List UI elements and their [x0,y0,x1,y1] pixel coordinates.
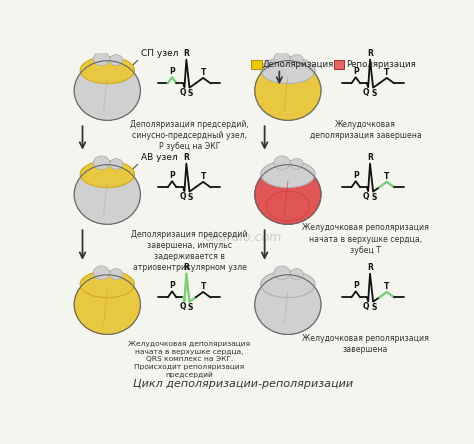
Bar [251,60,262,69]
Text: СП узел: СП узел [141,48,179,58]
Text: Q: Q [179,302,186,311]
Text: Q: Q [179,88,186,97]
Text: T: T [201,282,206,291]
Ellipse shape [274,52,290,65]
Ellipse shape [266,191,310,221]
Bar [334,60,345,69]
Text: P: P [353,281,359,290]
Ellipse shape [93,52,109,65]
Text: P: P [353,67,359,76]
Text: Цикл деполяризации-реполяризации: Цикл деполяризации-реполяризации [133,379,353,389]
Ellipse shape [93,156,109,170]
Ellipse shape [109,55,123,65]
Ellipse shape [255,165,321,224]
Ellipse shape [109,269,123,280]
Ellipse shape [261,161,315,187]
Text: S: S [188,303,193,312]
Text: Q: Q [363,88,369,97]
Ellipse shape [80,57,135,83]
Text: Желудочковая деполяризация
начата в верхушке сердца,
QRS комплекс на ЭКГ.
Происх: Желудочковая деполяризация начата в верх… [128,341,251,378]
Text: T: T [384,68,390,77]
Ellipse shape [80,271,135,297]
Text: T: T [384,172,390,181]
Text: P: P [353,171,359,180]
Text: R: R [367,49,373,59]
Text: P: P [169,67,175,76]
Ellipse shape [109,159,123,170]
Text: S: S [371,303,376,312]
Text: Желудочковая реполяризация
начата в верхушке сердца,
зубец Т: Желудочковая реполяризация начата в верх… [302,223,429,255]
Text: Деполяризация предсердий,
синусно-предсердный узел,
Р зубец на ЭКГ: Деполяризация предсердий, синусно-предсе… [130,119,249,151]
Ellipse shape [290,269,303,280]
Text: S: S [371,89,376,98]
Text: T: T [201,172,206,181]
Text: S: S [371,193,376,202]
Text: P: P [169,171,175,180]
Text: R: R [183,153,189,163]
Ellipse shape [255,275,321,334]
Text: Q: Q [179,192,186,201]
Ellipse shape [74,61,140,120]
Ellipse shape [93,266,109,280]
Ellipse shape [74,165,140,224]
Text: okardio.com: okardio.com [204,231,282,244]
Ellipse shape [261,271,315,297]
Text: S: S [188,89,193,98]
Text: R: R [367,263,373,273]
Text: S: S [188,193,193,202]
Ellipse shape [255,61,321,120]
Ellipse shape [261,57,315,83]
Ellipse shape [274,156,290,170]
Text: R: R [367,153,373,163]
Text: Q: Q [363,302,369,311]
Text: R: R [183,263,189,273]
Text: Деполяризация предсердий
завершена, импульс
задерживается в
атриовентрикулярном : Деполяризация предсердий завершена, импу… [131,230,248,272]
Ellipse shape [80,161,135,187]
Text: Q: Q [363,192,369,201]
Ellipse shape [290,55,303,65]
Text: Желудочковая реполяризация
завершена: Желудочковая реполяризация завершена [302,333,429,354]
Text: АВ узел: АВ узел [141,152,178,162]
Ellipse shape [290,159,303,170]
Text: T: T [384,282,390,291]
Text: R: R [183,49,189,59]
Text: P: P [169,281,175,290]
Ellipse shape [74,275,140,334]
Text: Желудочковая
деполяризация завершена: Желудочковая деполяризация завершена [310,119,421,139]
Text: T: T [201,68,206,77]
Text: Деполяризация: Деполяризация [263,59,334,68]
Text: Реполяризация: Реполяризация [346,59,416,68]
Ellipse shape [274,266,290,280]
